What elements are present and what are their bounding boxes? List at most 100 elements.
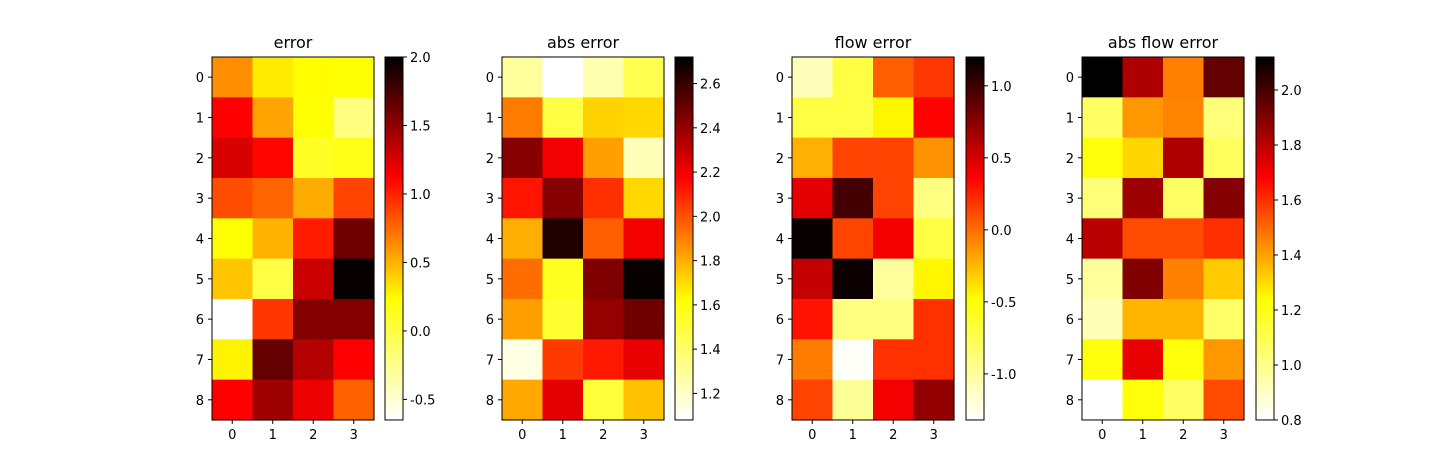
heatmap-cell (792, 137, 834, 179)
y-tick-label: 4 (486, 232, 494, 247)
heatmap-panel: abs error 0 1 2 3 0 1 2 3 4 5 6 7 8 1.2 1.4 1.6 1.8 2.0 2.2… (486, 33, 721, 443)
heatmap-cell (913, 177, 955, 219)
heatmap-cell (1122, 339, 1164, 381)
heatmap-cell (1082, 177, 1124, 219)
heatmap-cell (333, 57, 375, 98)
heatmap-cell (873, 177, 915, 219)
heatmap-cell (1122, 218, 1164, 260)
heatmap-cell (792, 339, 834, 381)
heatmap-cell (623, 137, 665, 179)
heatmap-panel: flow error 0 1 2 3 0 1 2 3 4 5 6 7 8 -1.0 -0.5 0.0 0.5 1.0 (776, 33, 1017, 443)
heatmap-cell (832, 258, 874, 300)
heatmap-cell (542, 258, 584, 300)
heatmap-cell (913, 298, 955, 340)
colorbar-tick-label: 1.0 (1281, 359, 1302, 374)
y-tick-label: 5 (486, 273, 494, 288)
heatmap-cell (1163, 218, 1205, 260)
y-tick-label: 5 (776, 273, 784, 288)
heatmap-cell (1082, 57, 1124, 98)
heatmap-cell (1122, 379, 1164, 421)
heatmap-cell (623, 57, 665, 98)
heatmap-cell (832, 57, 874, 98)
heatmap-cell (1203, 298, 1245, 340)
heatmap-cell (1082, 218, 1124, 260)
y-tick-label: 2 (1066, 152, 1074, 167)
heatmap-cell (1122, 57, 1164, 98)
heatmap-cell (542, 218, 584, 260)
heatmap-cell (913, 137, 955, 179)
heatmap-cell (212, 298, 254, 340)
heatmap-cell (913, 379, 955, 421)
y-tick-label: 1 (486, 111, 494, 126)
colorbar-tick-label: 2.0 (1281, 84, 1302, 99)
heatmap-cell (913, 339, 955, 381)
y-tick-label: 3 (1066, 192, 1074, 207)
heatmap-cell (583, 379, 625, 421)
heatmap-cell (252, 258, 294, 300)
y-tick-label: 2 (196, 152, 204, 167)
heatmap-cell (293, 97, 335, 139)
panel-title: flow error (835, 33, 912, 52)
heatmap-cell (1122, 177, 1164, 219)
heatmap-cell (873, 97, 915, 139)
heatmap-cell (502, 177, 544, 219)
heatmap-cell (913, 218, 955, 260)
panel-title: abs flow error (1108, 33, 1219, 52)
heatmap-cell (913, 57, 955, 98)
heatmap-cell (873, 339, 915, 381)
heatmap-cell (212, 218, 254, 260)
colorbar-tick-label: -0.5 (410, 393, 435, 408)
x-tick-label: 3 (350, 428, 358, 443)
heatmap-cell (623, 339, 665, 381)
heatmap-cell (333, 258, 375, 300)
heatmap-cell (1082, 97, 1124, 139)
heatmap-cell (792, 177, 834, 219)
colorbar-tick-label: 1.0 (410, 188, 431, 203)
heatmap-cell (913, 258, 955, 300)
heatmap-cell (293, 218, 335, 260)
y-tick-label: 3 (776, 192, 784, 207)
heatmap-cell (1203, 177, 1245, 219)
colorbar-tick-label: 0.5 (991, 152, 1012, 167)
heatmap-panel: error 0 1 2 3 0 1 2 3 4 5 6 7 8 -0.5 0.0 0.5 1.0 1.5 2.0 (196, 33, 436, 443)
colorbar (674, 56, 694, 421)
heatmap-cell (502, 97, 544, 139)
heatmap-cell (873, 298, 915, 340)
heatmap-panel: abs flow error 0 1 2 3 0 1 2 3 4 5 6 7 8 0.8 1.0 1.2 1.4 1… (1066, 33, 1302, 443)
heatmap-cell (333, 298, 375, 340)
heatmap-cell (583, 339, 625, 381)
y-tick-label: 3 (486, 192, 494, 207)
x-tick-label: 1 (1139, 428, 1147, 443)
y-tick-label: 8 (1066, 394, 1074, 409)
colorbar-tick-label: 2.2 (700, 166, 721, 181)
heatmap-cell (583, 258, 625, 300)
colorbar-tick-label: 1.8 (700, 255, 721, 270)
colorbar (965, 56, 985, 421)
y-tick-label: 4 (1066, 232, 1074, 247)
heatmap-cell (1203, 57, 1245, 98)
colorbar-tick-label: 1.2 (700, 387, 721, 402)
heatmap-cell (583, 57, 625, 98)
y-tick-label: 7 (1066, 353, 1074, 368)
heatmap-cell (542, 57, 584, 98)
heatmap-cell (832, 97, 874, 139)
colorbar-tick-label: 2.0 (700, 210, 721, 225)
heatmap-cell (252, 339, 294, 381)
x-tick-label: 3 (930, 428, 938, 443)
heatmap-cell (502, 258, 544, 300)
x-tick-label: 1 (559, 428, 567, 443)
heatmap-cell (832, 218, 874, 260)
heatmap-cell (333, 97, 375, 139)
heatmap-cell (1122, 258, 1164, 300)
heatmap-cell (792, 258, 834, 300)
heatmap-cell (333, 218, 375, 260)
colorbar-tick-label: -1.0 (991, 368, 1016, 383)
heatmap-cell (293, 177, 335, 219)
heatmap-cell (333, 379, 375, 421)
heatmap-cell (1163, 137, 1205, 179)
heatmap-cell (502, 218, 544, 260)
y-tick-label: 0 (1066, 71, 1074, 86)
heatmap-cell (1163, 379, 1205, 421)
x-tick-label: 2 (889, 428, 897, 443)
